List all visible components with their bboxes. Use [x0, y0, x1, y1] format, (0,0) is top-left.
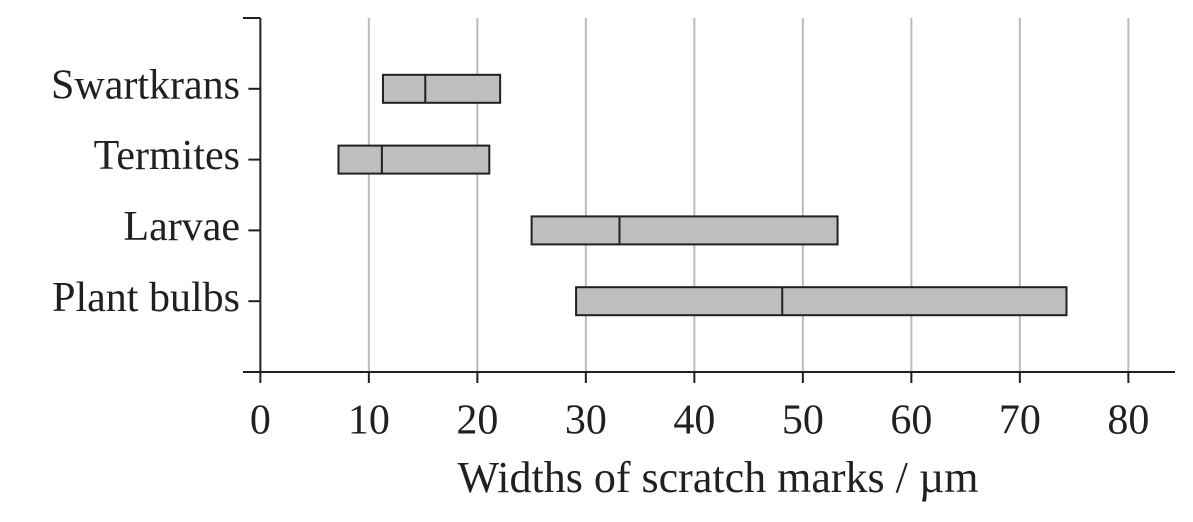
- x-tick-label: 40: [673, 398, 715, 444]
- range-box: [530, 215, 839, 246]
- x-tick-label: 0: [250, 398, 271, 444]
- y-tick-label: Plant bulbs: [52, 275, 240, 321]
- x-tick-label: 20: [456, 398, 498, 444]
- y-tick-label: Termites: [94, 133, 240, 179]
- range-box: [575, 286, 1068, 317]
- x-axis-title: Widths of scratch marks / µm: [458, 453, 979, 502]
- x-tick-label: 70: [999, 398, 1041, 444]
- x-tick-label: 80: [1107, 398, 1149, 444]
- x-tick-label: 50: [782, 398, 824, 444]
- x-tick-label: 30: [565, 398, 607, 444]
- x-tick-label: 10: [348, 398, 390, 444]
- range-box: [337, 144, 491, 175]
- y-tick-label: Swartkrans: [51, 62, 240, 108]
- x-tick-label: 60: [890, 398, 932, 444]
- range-box: [381, 73, 502, 104]
- y-tick-label: Larvae: [123, 204, 240, 250]
